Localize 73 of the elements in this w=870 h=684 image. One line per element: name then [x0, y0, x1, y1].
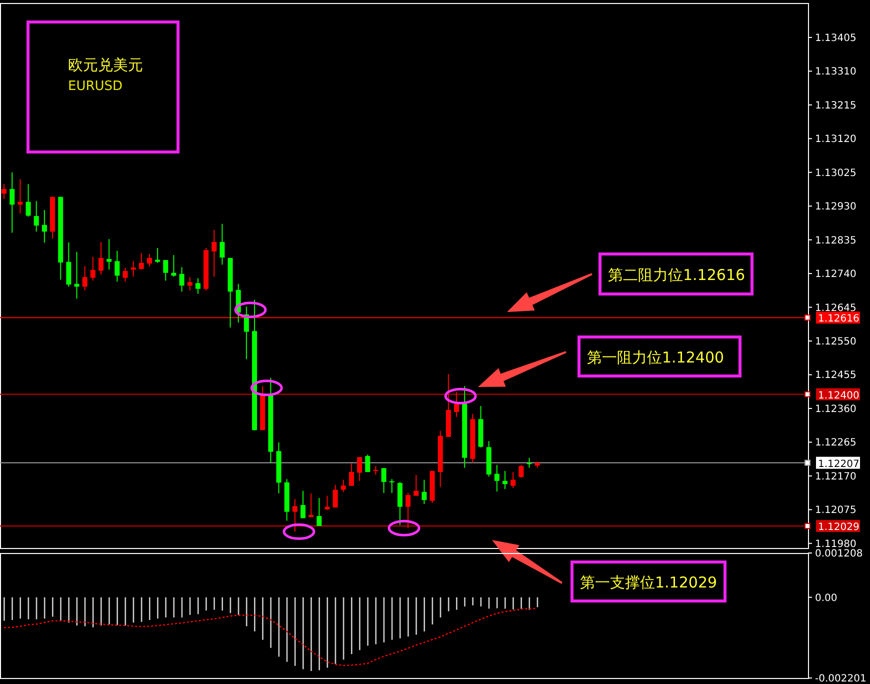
candlestick: [122, 267, 128, 282]
ref-line-label: 1.12029: [818, 522, 860, 533]
ref-line-label: 1.12616: [818, 314, 860, 325]
candlestick: [114, 250, 120, 282]
candlestick: [365, 454, 370, 473]
y-tick-label: 0.001208: [815, 548, 863, 560]
candlestick: [502, 470, 508, 490]
y-tick-label: 1.12645: [815, 302, 856, 314]
candlestick: [510, 472, 516, 488]
y-tick-label: 1.12360: [815, 404, 856, 415]
candlestick: [212, 229, 217, 278]
candlestick: [348, 463, 354, 486]
candlestick: [66, 242, 72, 288]
candlestick: [292, 498, 298, 532]
candlestick: [300, 490, 306, 519]
y-tick-label: 1.13120: [815, 134, 856, 146]
y-tick-label: 1.12170: [815, 471, 856, 482]
y-tick-label: 0.00: [815, 592, 838, 604]
candlestick: [195, 278, 200, 294]
candlestick: [187, 276, 192, 292]
candlestick: [454, 392, 460, 418]
y-tick-label: 1.12550: [815, 336, 856, 348]
ref-line-label: 1.12400: [818, 390, 860, 402]
candlestick: [324, 495, 330, 511]
candlestick: [2, 184, 7, 200]
candlestick: [381, 468, 386, 494]
candlestick: [340, 479, 346, 492]
y-tick-label: 1.11980: [815, 538, 856, 550]
candlestick: [316, 497, 322, 526]
candlestick: [357, 456, 362, 482]
candlestick: [98, 241, 104, 276]
candlestick: [130, 260, 136, 278]
candlestick: [389, 478, 394, 494]
y-tick-label: 1.13310: [815, 66, 856, 78]
y-tick-label: 1.13025: [815, 168, 856, 179]
candlestick: [526, 457, 532, 468]
candlestick: [220, 223, 225, 266]
candlestick: [106, 238, 112, 270]
annotation: 第二阻力位1.12616: [608, 266, 746, 284]
candlestick: [308, 492, 314, 518]
y-tick-label: 1.12835: [815, 235, 856, 246]
candlestick: [34, 200, 39, 232]
candlestick: [518, 464, 524, 478]
candlestick: [146, 254, 152, 268]
candlestick: [138, 252, 144, 270]
line-series: [3, 608, 538, 666]
candlestick: [90, 256, 96, 282]
candlestick: [414, 474, 419, 496]
candlestick: [179, 266, 184, 292]
y-tick-label: 1.12930: [815, 202, 856, 213]
y-tick-label: 1.12265: [815, 438, 856, 449]
y-tick-label: 1.13215: [815, 100, 856, 112]
candlestick: [163, 260, 168, 282]
y-tick-label: 1.13405: [815, 32, 856, 44]
ref-line-label: 1.12207: [818, 458, 860, 470]
candlestick: [397, 481, 402, 526]
candlestick: [332, 484, 338, 508]
candlestick: [82, 266, 88, 292]
y-tick-label: 1.12740: [815, 269, 856, 280]
text: 欧元兑美元: [68, 56, 143, 74]
candlestick: [155, 247, 160, 264]
candlestick: [26, 184, 31, 218]
candlestick: [406, 492, 411, 529]
text: EURUSD: [68, 79, 123, 94]
y-tick-label: 1.12455: [815, 370, 856, 382]
candlestick: [42, 209, 47, 244]
annotation: 第一支撑位1.12029: [580, 574, 718, 592]
candlestick: [10, 172, 15, 234]
candlestick: [422, 479, 427, 504]
y-tick-label: 1.12075: [815, 505, 856, 516]
candlestick: [494, 464, 500, 492]
y-tick-label: -0.002201: [815, 674, 866, 684]
annotation: 第一阻力位1.12400: [587, 348, 724, 366]
